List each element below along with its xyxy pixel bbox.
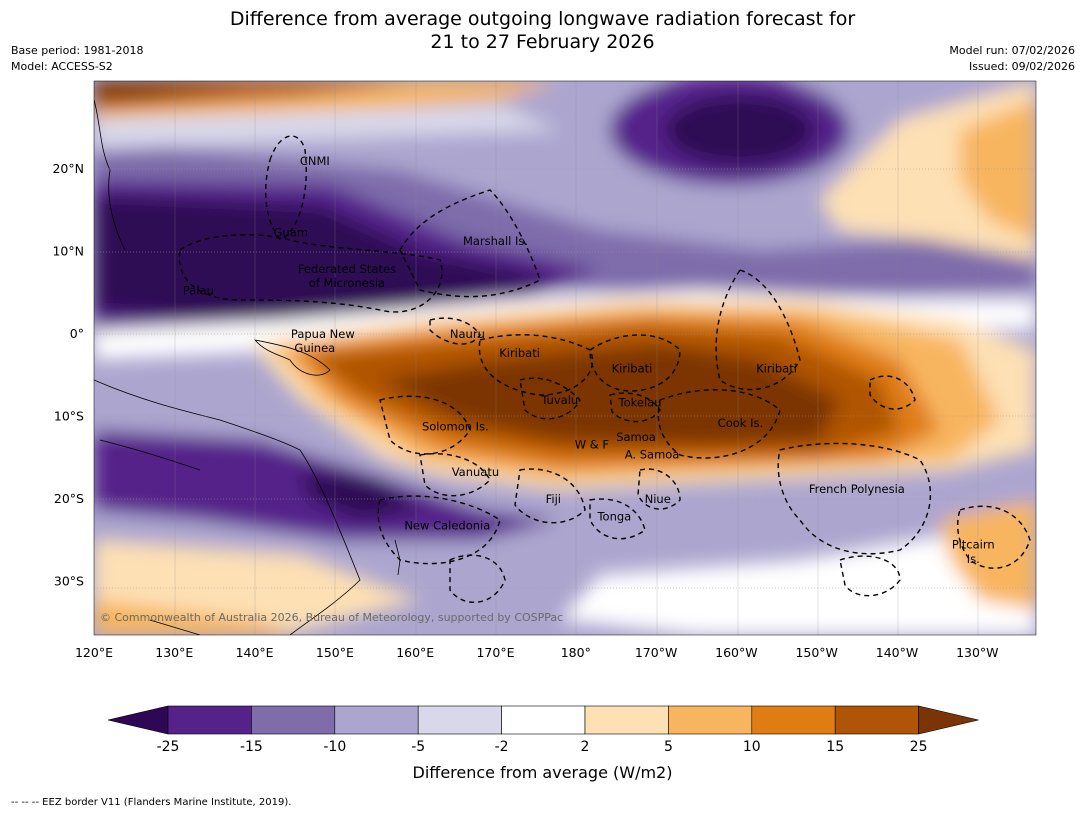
colorbar-label: Difference from average (W/m2): [412, 763, 673, 782]
colorbar-swatch: [251, 705, 336, 735]
region-label: Solomon Is.: [422, 419, 489, 433]
region-label: Fiji: [546, 492, 561, 506]
map-frame: [93, 80, 1037, 636]
colorbar-swatch: [501, 705, 586, 735]
latitude-ticks: 20°N 10°N 0° 10°S 20°S 30°S: [52, 161, 84, 589]
model-run: Model run: 07/02/2026: [949, 44, 1075, 57]
colorbar-extend-high: [918, 705, 979, 735]
region-label: Cook Is.: [718, 416, 763, 430]
colorbar-tick-label: 2: [581, 739, 590, 755]
colorbar-tick-label: -15: [240, 739, 263, 755]
region-label: Guinea: [294, 341, 335, 355]
base-period: Base period: 1981-2018: [11, 44, 144, 57]
lon-tick-label: 130°W: [956, 645, 998, 660]
region-label: Niue: [645, 492, 671, 506]
graticule: [94, 168, 1036, 589]
lat-tick-label: 0°: [70, 326, 84, 341]
lon-tick-label: 160°W: [715, 645, 757, 660]
region-label: Samoa: [616, 430, 656, 444]
region-label: Pitcairn: [952, 537, 995, 551]
region-label: New Caledonia: [404, 518, 490, 532]
colorbar-swatch: [167, 705, 252, 735]
title-line-1: Difference from average outgoing longwav…: [229, 8, 856, 30]
lon-tick-label: 170°E: [476, 645, 514, 660]
colorbar-tick-label: -5: [411, 739, 425, 755]
lon-tick-label: 120°E: [75, 645, 113, 660]
region-label: Federated States: [298, 262, 396, 276]
colorbar-swatch: [834, 705, 919, 735]
anomaly-field: [94, 81, 1036, 635]
colorbar-swatch: [417, 705, 502, 735]
region-label: Palau: [183, 283, 214, 297]
meridians: [174, 81, 979, 635]
region-label: Kiribati: [612, 362, 653, 376]
region-label: of Micronesia: [309, 276, 385, 290]
lon-tick-label: 150°W: [795, 645, 837, 660]
colorbar-tick-label: 15: [826, 739, 844, 755]
colorbar-extend-low: [107, 705, 169, 735]
region-label: Is.: [967, 552, 980, 566]
region-label: Tokelau: [618, 395, 662, 409]
lon-tick-label: 180°: [561, 645, 591, 660]
colorbar-swatch: [668, 705, 753, 735]
colorbar-tick-label: 25: [910, 739, 928, 755]
region-label: W & F: [575, 438, 609, 452]
region-label: Vanuatu: [452, 465, 499, 479]
region-label: Tonga: [596, 509, 631, 523]
lat-tick-label: 20°S: [54, 491, 84, 506]
colorbar-tick-label: 10: [743, 739, 761, 755]
eez-footnote: -- -- -- EEZ border V11 (Flanders Marine…: [11, 797, 292, 808]
region-label: Marshall Is.: [463, 234, 528, 248]
lon-tick-label: 160°E: [396, 645, 434, 660]
lon-tick-label: 130°E: [155, 645, 193, 660]
lat-tick-label: 10°S: [54, 409, 84, 424]
colorbar-tick-label: -10: [323, 739, 346, 755]
colorbar-swatch: [751, 705, 836, 735]
lon-tick-label: 140°E: [236, 645, 274, 660]
lon-tick-label: 140°W: [876, 645, 918, 660]
colorbar: -25 -15 -10 -5 -2 2 5 10 15 25: [107, 705, 979, 755]
longitude-ticks: 120°E 130°E 140°E 150°E 160°E 170°E 180° 170°W 1…: [75, 645, 999, 660]
region-label: Tuvalu: [540, 393, 578, 407]
region-label: CNMI: [300, 154, 330, 168]
title-line-2: 21 to 27 February 2026: [430, 31, 655, 53]
region-label: Kiribati: [499, 346, 540, 360]
colorbar-tick-label: -25: [157, 739, 180, 755]
region-label: Guam: [274, 226, 308, 240]
lat-tick-label: 20°N: [52, 161, 84, 176]
meta-left: Base period: 1981-2018 Model: ACCESS-S2: [11, 43, 143, 75]
eez-borders: [178, 135, 1031, 604]
region-label: French Polynesia: [809, 482, 905, 496]
issued-date: Issued: 09/02/2026: [968, 60, 1075, 73]
colorbar-swatch: [584, 705, 669, 735]
map-title: Difference from average outgoing longwav…: [0, 8, 1085, 54]
meta-right: Model run: 07/02/2026 Issued: 09/02/2026: [949, 43, 1075, 75]
lon-tick-label: 150°E: [316, 645, 354, 660]
region-label: Kiribati: [756, 362, 797, 376]
lat-tick-label: 30°S: [54, 574, 84, 589]
region-label: A. Samoa: [625, 447, 680, 461]
model-name: Model: ACCESS-S2: [11, 60, 113, 73]
colorbar-swatch: [334, 705, 419, 735]
colorbar-tick-label: -2: [495, 739, 509, 755]
region-label: Papua New: [291, 327, 355, 341]
copyright-credit: © Commonwealth of Australia 2026, Bureau…: [100, 611, 563, 624]
lon-tick-label: 170°W: [635, 645, 677, 660]
colorbar-tick-label: 5: [664, 739, 673, 755]
region-label: Nauru: [450, 327, 485, 341]
lat-tick-label: 10°N: [52, 244, 84, 259]
